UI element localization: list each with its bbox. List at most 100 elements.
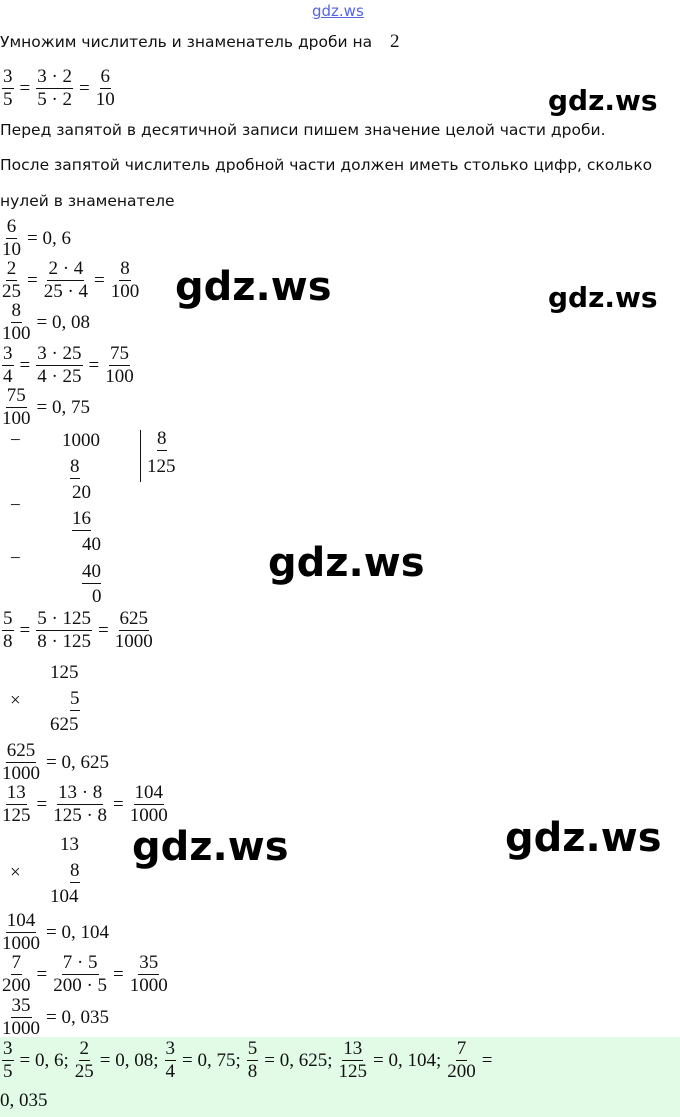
fraction: 6 10 — [96, 66, 115, 111]
numerator: 104 — [133, 782, 165, 805]
text: После запятой числитель дробной части до… — [0, 156, 653, 174]
denominator: 1000 — [114, 631, 153, 652]
fraction: 13 125 — [339, 1038, 368, 1083]
denominator: 4 — [3, 366, 13, 387]
watermark: gdz.ws — [268, 540, 425, 586]
math-text: = — [113, 793, 124, 815]
denominator: 125 · 8 — [53, 805, 108, 826]
math-text: = 0, 6; — [19, 1049, 69, 1071]
fraction: 104 1000 — [2, 910, 40, 955]
denominator: 200 — [447, 1061, 476, 1082]
watermark: gdz.ws — [548, 281, 658, 314]
numerator: 35 — [138, 952, 160, 975]
division-bar — [140, 430, 141, 482]
numerator: 7 · 5 — [61, 952, 99, 975]
number: 2 — [390, 31, 400, 52]
denominator: 10 — [95, 89, 115, 110]
fraction: 7 · 5 200 · 5 — [53, 952, 107, 997]
fraction: 5 · 125 8 · 125 — [36, 608, 93, 653]
fraction: 8 100 — [2, 300, 31, 345]
fraction: 7 200 — [2, 952, 31, 997]
equation: 13 125 = 13 · 8 125 · 8 = 104 1000 — [2, 782, 168, 827]
math-text: = 0, 75; — [182, 1049, 241, 1071]
denominator: 125 — [338, 1061, 368, 1082]
denominator: 100 — [105, 366, 134, 387]
denominator: 25 · 4 — [43, 281, 89, 302]
denominator: 1000 — [129, 975, 168, 996]
minus: − — [10, 495, 21, 516]
math-text: = — [19, 77, 31, 99]
text: Перед запятой в десятичной записи пишем … — [0, 121, 606, 139]
digit-row: 40 — [82, 561, 101, 584]
numerator: 5 — [246, 1038, 259, 1061]
denominator: 1000 — [2, 763, 40, 784]
minus: − — [10, 430, 21, 451]
digit-row: 5 — [70, 688, 80, 711]
numerator: 7 — [455, 1038, 468, 1061]
denominator: 25 — [74, 1061, 94, 1082]
math-text: = — [36, 963, 48, 985]
denominator: 5 — [3, 1061, 13, 1082]
numerator: 75 — [5, 385, 27, 408]
math-text: = 0, 625; — [264, 1049, 333, 1071]
numerator: 7 — [10, 952, 22, 975]
denominator: 100 — [110, 281, 140, 302]
text: нулей в знаменателе — [0, 192, 175, 210]
watermark: gdz.ws — [132, 824, 289, 870]
fraction: 625 1000 — [115, 608, 153, 653]
numerator: 625 — [118, 608, 150, 631]
math-text: = — [94, 269, 105, 291]
denominator: 8 · 125 — [37, 631, 92, 652]
watermark: gdz.ws — [548, 84, 658, 117]
numerator: 104 — [5, 910, 37, 933]
numerator: 13 — [5, 782, 27, 805]
numerator: 3 — [164, 1038, 176, 1061]
numerator: 6 — [99, 66, 112, 89]
denominator: 1000 — [129, 805, 168, 826]
answer-box — [0, 1037, 680, 1117]
denominator: 100 — [2, 323, 31, 344]
numerator: 13 · 8 — [56, 782, 104, 805]
numerator: 3 · 2 — [36, 66, 74, 89]
denominator: 200 · 5 — [53, 975, 108, 996]
equation: 625 1000 = 0, 625 — [2, 740, 109, 785]
numerator: 2 — [78, 1038, 90, 1061]
numerator: 8 — [119, 258, 131, 281]
equation: 2 25 = 2 · 4 25 · 4 = 8 100 — [2, 258, 139, 303]
digit-row: 16 — [72, 508, 91, 531]
numerator: 3 — [2, 1038, 14, 1061]
denominator: 8 — [247, 1061, 258, 1082]
fraction: 7 200 — [447, 1038, 476, 1083]
denominator: 25 — [2, 281, 21, 302]
numerator: 6 — [5, 216, 18, 239]
equation: 7 200 = 7 · 5 200 · 5 = 35 1000 — [2, 952, 168, 997]
math-text: = — [98, 619, 109, 641]
fraction: 8 100 — [111, 258, 140, 303]
equation: 35 1000 = 0, 035 — [2, 995, 109, 1040]
math-text: = — [79, 77, 90, 99]
numerator: 35 — [10, 995, 32, 1018]
digit-row: 8 — [70, 456, 80, 479]
numerator: 75 — [109, 343, 131, 366]
fraction: 6 10 — [2, 216, 21, 261]
equation: 3 4 = 3 · 25 4 · 25 = 75 100 — [2, 343, 134, 388]
math-text: = — [19, 354, 31, 376]
math-text: = 0, 035 — [46, 1006, 109, 1028]
math-text: = — [481, 1049, 493, 1071]
fraction: 35 1000 — [2, 995, 40, 1040]
site-link[interactable]: gdz.ws — [312, 2, 364, 20]
text: Умножим числитель и знаменатель дроби на — [0, 33, 373, 51]
fraction: 2 25 — [2, 258, 21, 303]
numerator: 3 — [2, 343, 14, 366]
fraction: 35 1000 — [130, 952, 168, 997]
fraction: 75 100 — [2, 385, 31, 430]
answer-tail: 0, 035 — [0, 1090, 48, 1111]
fraction: 13 · 8 125 · 8 — [53, 782, 107, 827]
math-text: = — [36, 793, 48, 815]
equation: 75 100 = 0, 75 — [2, 385, 90, 430]
